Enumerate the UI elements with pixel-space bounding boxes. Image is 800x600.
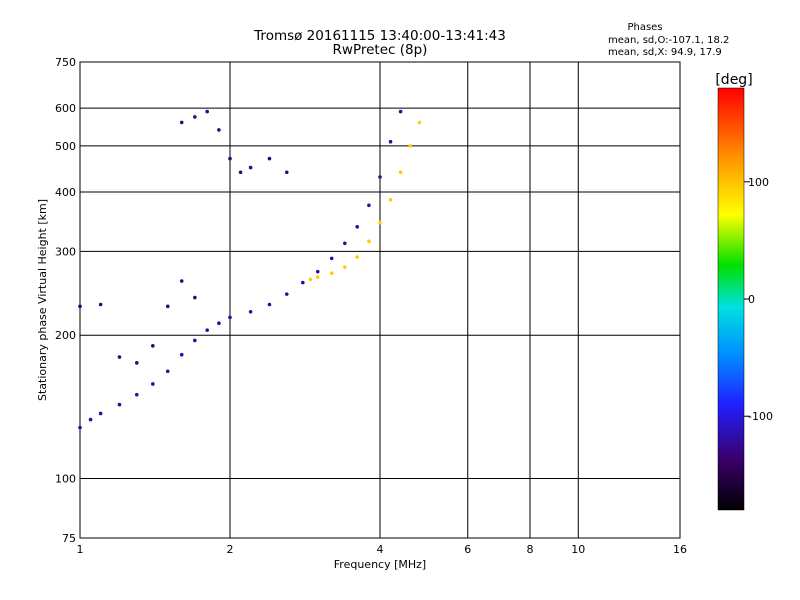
- data-point: [343, 265, 347, 269]
- data-point: [343, 241, 347, 246]
- data-point: [417, 120, 422, 125]
- data-point: [134, 392, 139, 397]
- data-point: [98, 411, 103, 416]
- data-point: [301, 280, 305, 285]
- data-point: [367, 203, 371, 208]
- data-point: [193, 295, 197, 300]
- data-point: [78, 425, 82, 430]
- grid-lines: [80, 62, 680, 538]
- data-point: [398, 170, 403, 175]
- data-point: [179, 120, 184, 125]
- x-tick-label: 4: [377, 543, 384, 556]
- data-point: [165, 304, 170, 309]
- x-tick-label: 6: [464, 543, 471, 556]
- x-axis-label: Frequency [MHz]: [334, 558, 426, 571]
- chart-title: Tromsø 20161115 13:40:00-13:41:43: [253, 28, 506, 44]
- data-point: [267, 156, 272, 161]
- data-point: [98, 302, 103, 307]
- data-point: [179, 279, 184, 283]
- x-tick-label: 8: [527, 543, 534, 556]
- y-tick-label: 600: [55, 102, 76, 115]
- data-point: [179, 352, 184, 357]
- y-tick-label: 200: [55, 329, 76, 342]
- colorbar-ticks: 100 0 -100: [744, 176, 773, 423]
- y-tick-label: 75: [62, 532, 76, 545]
- data-point: [238, 170, 243, 175]
- data-point: [284, 170, 289, 175]
- data-point: [329, 256, 334, 261]
- colorbar-label: [deg]: [715, 72, 752, 88]
- colorbar-tick-label: 100: [748, 176, 769, 189]
- data-point: [228, 315, 232, 320]
- colorbar-tick-label: 0: [748, 293, 755, 306]
- data-point: [388, 139, 393, 144]
- data-point: [315, 275, 320, 279]
- y-ticks: 75 100 200 300 400 500 600 750: [55, 56, 76, 545]
- data-point: [193, 338, 197, 343]
- data-point: [315, 269, 320, 274]
- data-point: [228, 156, 232, 161]
- y-tick-label: 400: [55, 186, 76, 199]
- data-points: [78, 109, 422, 430]
- y-tick-label: 300: [55, 245, 76, 258]
- stats-line-x: mean, sd,X: 94.9, 17.9: [608, 47, 722, 58]
- data-point: [367, 239, 371, 244]
- y-axis-label: Stationary phase Virtual Height [km]: [36, 199, 49, 401]
- data-point: [355, 224, 359, 229]
- data-point: [205, 109, 209, 114]
- data-point: [408, 144, 413, 148]
- data-point: [388, 198, 393, 202]
- data-point: [117, 355, 122, 359]
- data-point: [284, 292, 289, 296]
- x-tick-label: 1: [77, 543, 84, 556]
- data-point: [151, 344, 155, 348]
- data-point: [248, 165, 253, 170]
- data-point: [88, 417, 93, 422]
- data-point: [217, 128, 221, 132]
- data-point: [151, 382, 155, 386]
- stats-line-o: mean, sd,O:-107.1, 18.2: [608, 35, 729, 46]
- data-point: [217, 321, 221, 325]
- data-point: [165, 369, 170, 374]
- data-point: [329, 271, 334, 276]
- data-point: [378, 175, 382, 179]
- chart-subtitle: RwPretec (8p): [333, 42, 428, 58]
- colorbar-tick-label: -100: [748, 410, 773, 423]
- data-point: [248, 310, 253, 314]
- data-point: [193, 115, 197, 119]
- x-tick-label: 10: [571, 543, 585, 556]
- data-point: [117, 402, 122, 407]
- stats-heading: Phases: [627, 22, 662, 33]
- data-point: [267, 302, 272, 307]
- data-point: [134, 361, 139, 365]
- data-point: [378, 220, 382, 225]
- data-point: [308, 277, 313, 282]
- data-point: [205, 328, 209, 332]
- x-tick-label: 2: [227, 543, 234, 556]
- colorbar: [717, 87, 745, 511]
- x-tick-label: 16: [673, 543, 687, 556]
- y-tick-label: 500: [55, 140, 76, 153]
- data-point: [398, 109, 403, 114]
- y-tick-label: 750: [55, 56, 76, 69]
- data-point: [355, 255, 359, 259]
- data-point: [78, 304, 82, 309]
- x-ticks: 1 2 4 6 8 10 16: [77, 543, 688, 556]
- y-tick-label: 100: [55, 473, 76, 486]
